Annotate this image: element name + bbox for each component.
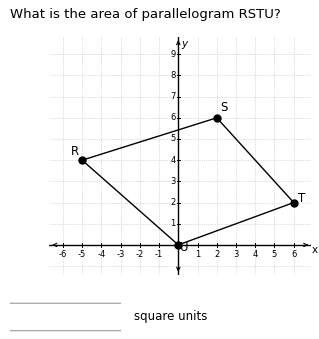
Text: -1: -1 bbox=[155, 250, 163, 259]
Text: -2: -2 bbox=[136, 250, 144, 259]
Text: 6: 6 bbox=[291, 250, 296, 259]
FancyBboxPatch shape bbox=[6, 303, 124, 331]
Text: 6: 6 bbox=[170, 113, 175, 122]
Text: 1: 1 bbox=[195, 250, 200, 259]
Text: What is the area of parallelogram RSTU?: What is the area of parallelogram RSTU? bbox=[10, 8, 280, 21]
Text: 5: 5 bbox=[272, 250, 277, 259]
Text: S: S bbox=[221, 101, 228, 114]
Text: 5: 5 bbox=[170, 135, 175, 143]
Text: 2: 2 bbox=[214, 250, 219, 259]
Text: y: y bbox=[181, 39, 187, 49]
Text: 3: 3 bbox=[170, 177, 175, 186]
Text: 2: 2 bbox=[170, 198, 175, 207]
Text: T: T bbox=[298, 192, 305, 205]
Text: -6: -6 bbox=[59, 250, 67, 259]
Text: 4: 4 bbox=[170, 156, 175, 165]
Text: 8: 8 bbox=[170, 71, 175, 80]
Text: -5: -5 bbox=[78, 250, 86, 259]
Text: 7: 7 bbox=[170, 92, 175, 101]
Text: 1: 1 bbox=[170, 219, 175, 228]
Text: x: x bbox=[312, 245, 318, 255]
Text: -4: -4 bbox=[97, 250, 106, 259]
Text: 4: 4 bbox=[253, 250, 258, 259]
Text: U: U bbox=[180, 241, 189, 255]
Text: 3: 3 bbox=[233, 250, 239, 259]
Text: square units: square units bbox=[134, 311, 207, 323]
Text: R: R bbox=[70, 145, 79, 158]
Text: -3: -3 bbox=[116, 250, 125, 259]
Text: 9: 9 bbox=[170, 50, 175, 59]
